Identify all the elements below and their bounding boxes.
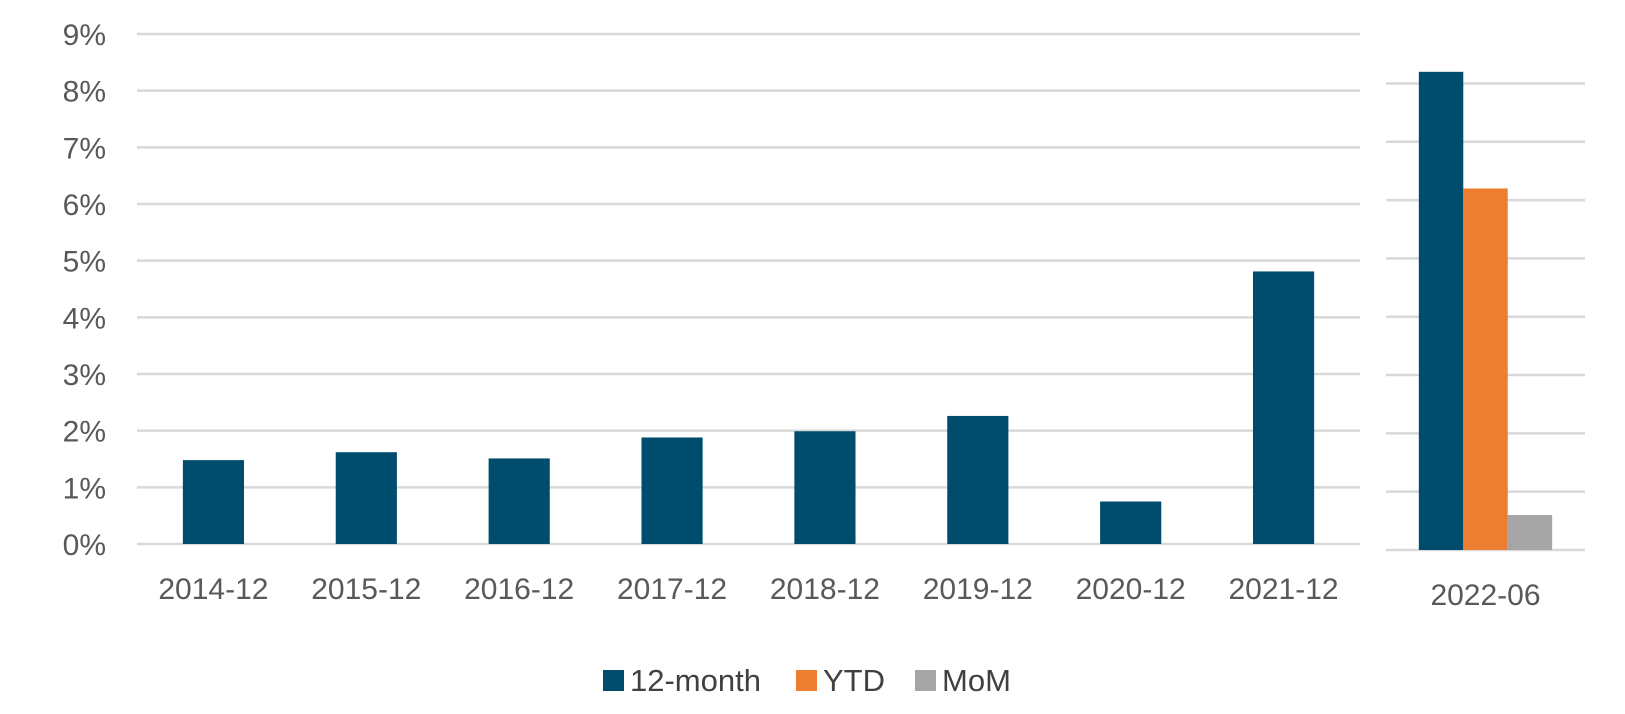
x-tick-label: 2017-12 (617, 573, 727, 606)
bar-2019-12 (947, 415, 1009, 544)
legend-swatch (796, 670, 817, 691)
legend-swatch (915, 670, 936, 691)
y-tick-label: 3% (63, 359, 106, 392)
legend-label: YTD (823, 663, 885, 698)
x-tick-label: 2015-12 (311, 573, 421, 606)
legend-label: MoM (942, 663, 1011, 698)
x-tick-label: 2016-12 (464, 573, 574, 606)
y-tick-label: 6% (63, 189, 106, 222)
legend-label: 12-month (630, 663, 761, 698)
chart-legend: 12-month YTD MoM (603, 663, 1011, 698)
y-axis-tick-labels: 0% 1% 2% 3% 4% 5% 6% 7% 8% 9% (63, 19, 106, 562)
y-tick-label: 0% (63, 529, 106, 562)
legend-swatch (603, 670, 624, 691)
bar-2017-12 (641, 437, 703, 544)
bar-2018-12 (794, 431, 856, 544)
y-tick-label: 1% (63, 472, 106, 505)
bar-2016-12 (488, 458, 550, 544)
bar-2014-12 (182, 460, 245, 544)
y-tick-label: 8% (63, 76, 106, 109)
x-axis-tick-labels: 2014-12 2015-12 2016-12 2017-12 2018-12 2019-… (158, 573, 1540, 612)
y-tick-label: 5% (63, 246, 106, 279)
x-tick-label: 2014-12 (158, 573, 268, 606)
x-tick-label: 2019-12 (923, 573, 1033, 606)
bar-2022-06-12-month (1418, 71, 1464, 550)
left-panel-bars (182, 271, 1315, 544)
y-tick-label: 4% (63, 302, 106, 335)
y-tick-label: 2% (63, 416, 106, 449)
bar-2020-12 (1100, 501, 1162, 544)
x-tick-label: 2021-12 (1229, 573, 1339, 606)
bar-2022-06-YTD (1463, 188, 1508, 550)
bar-2022-06-MoM (1507, 515, 1553, 550)
x-tick-label: 2018-12 (770, 573, 880, 606)
x-tick-label: 2022-06 (1430, 579, 1540, 612)
y-tick-label: 9% (63, 19, 106, 52)
bar-2021-12 (1252, 271, 1315, 544)
right-panel-bars (1418, 71, 1553, 550)
x-tick-label: 2020-12 (1076, 573, 1186, 606)
bar-2015-12 (335, 452, 397, 544)
y-tick-label: 7% (63, 132, 106, 165)
left-panel-gridlines (137, 32, 1360, 546)
